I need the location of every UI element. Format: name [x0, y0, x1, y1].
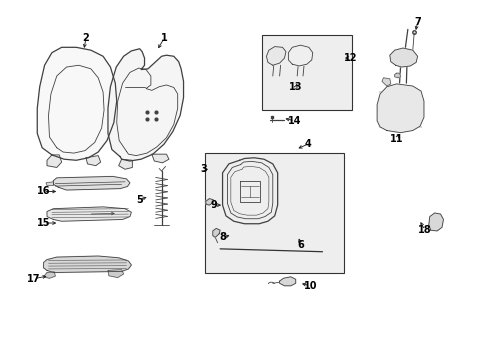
Polygon shape	[43, 272, 55, 278]
Text: 11: 11	[389, 134, 403, 144]
Polygon shape	[108, 49, 183, 161]
Polygon shape	[119, 159, 132, 169]
Text: 5: 5	[136, 195, 143, 205]
Text: 18: 18	[417, 225, 431, 235]
Bar	[261, 35, 351, 110]
Text: 2: 2	[82, 33, 89, 43]
Text: 9: 9	[210, 200, 217, 210]
Polygon shape	[43, 256, 131, 273]
Text: 16: 16	[37, 186, 50, 197]
Text: 12: 12	[344, 53, 357, 63]
Polygon shape	[152, 154, 168, 163]
Polygon shape	[53, 176, 130, 190]
Polygon shape	[212, 228, 220, 237]
Text: 8: 8	[219, 232, 226, 242]
Text: 4: 4	[304, 139, 311, 149]
Polygon shape	[389, 48, 417, 67]
Polygon shape	[394, 73, 400, 78]
Polygon shape	[376, 84, 423, 133]
Polygon shape	[288, 45, 312, 66]
Text: 6: 6	[297, 239, 304, 249]
Text: 10: 10	[303, 281, 316, 291]
Polygon shape	[205, 199, 213, 205]
Bar	[205, 153, 344, 273]
Text: 15: 15	[37, 218, 50, 228]
Polygon shape	[108, 270, 123, 278]
Polygon shape	[266, 46, 285, 65]
Text: 14: 14	[287, 116, 301, 126]
Polygon shape	[47, 207, 131, 221]
Text: 17: 17	[27, 274, 41, 284]
Polygon shape	[428, 213, 443, 231]
Text: 1: 1	[161, 33, 167, 43]
Polygon shape	[47, 155, 61, 167]
Polygon shape	[381, 78, 390, 86]
Polygon shape	[37, 47, 117, 160]
Polygon shape	[279, 277, 295, 286]
Text: 3: 3	[200, 164, 207, 174]
Text: 13: 13	[288, 82, 302, 93]
Polygon shape	[86, 156, 101, 166]
Polygon shape	[46, 182, 53, 185]
Text: 7: 7	[413, 17, 420, 27]
